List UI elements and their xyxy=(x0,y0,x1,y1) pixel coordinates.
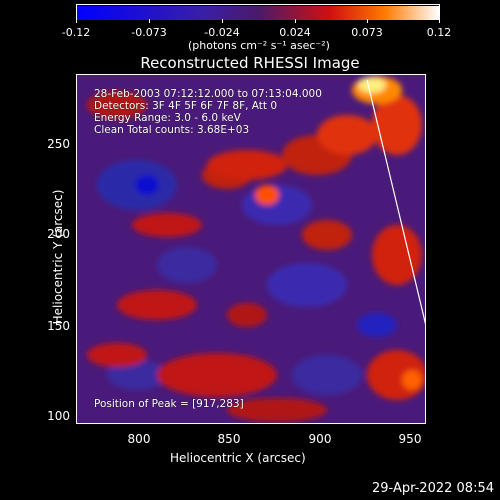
solar-limb-line xyxy=(366,79,425,325)
info-peak-position: Position of Peak = [917,283] xyxy=(94,398,244,410)
x-tick-label: 850 xyxy=(217,432,241,446)
y-tick-label: 150 xyxy=(47,319,70,333)
colorbar-tick-mark xyxy=(76,19,77,23)
x-tick-label: 800 xyxy=(127,432,151,446)
colorbar-tick-label: -0.024 xyxy=(204,26,240,39)
colorbar-tick-mark xyxy=(439,19,440,23)
colorbar-gradient xyxy=(77,6,439,20)
y-tick-label: 100 xyxy=(47,409,70,423)
rhessi-heatmap xyxy=(77,75,425,423)
info-time-range: 28-Feb-2003 07:12:12.000 to 07:13:04.000 xyxy=(94,88,322,100)
colorbar-tick-label: -0.12 xyxy=(61,26,91,39)
footer-timestamp: 29-Apr-2022 08:54 xyxy=(372,481,494,496)
info-detectors: Detectors: 3F 4F 5F 6F 7F 8F, Att 0 xyxy=(94,100,278,112)
image-title: Reconstructed RHESSI Image xyxy=(140,54,360,72)
x-tick-label: 950 xyxy=(398,432,422,446)
y-tick-label: 200 xyxy=(47,227,70,241)
info-clean-counts: Clean Total counts: 3.68E+03 xyxy=(94,124,250,136)
heatmap-blobs xyxy=(87,76,425,422)
colorbar-tick-mark xyxy=(222,19,223,23)
colorbar-tick-label: 0.12 xyxy=(426,26,452,39)
y-axis-label: Heliocentric Y (arcsec) xyxy=(51,189,65,325)
colorbar-tick-label: -0.073 xyxy=(131,26,167,39)
y-tick-label: 250 xyxy=(47,137,70,151)
colorbar-tick-mark xyxy=(295,19,296,23)
rhessi-image-panel: 28-Feb-2003 07:12:12.000 to 07:13:04.000… xyxy=(76,74,426,424)
colorbar-tick-mark xyxy=(149,19,150,23)
info-energy-range: Energy Range: 3.0 - 6.0 keV xyxy=(94,112,241,124)
colorbar-tick-mark xyxy=(367,19,368,23)
colorbar-tick-label: 0.073 xyxy=(351,26,383,39)
x-axis-label: Heliocentric X (arcsec) xyxy=(170,451,306,465)
colorbar-units: (photons cm⁻² s⁻¹ asec⁻²) xyxy=(188,39,330,52)
colorbar xyxy=(76,4,440,20)
x-tick-label: 900 xyxy=(308,432,332,446)
colorbar-tick-label: 0.024 xyxy=(279,26,311,39)
